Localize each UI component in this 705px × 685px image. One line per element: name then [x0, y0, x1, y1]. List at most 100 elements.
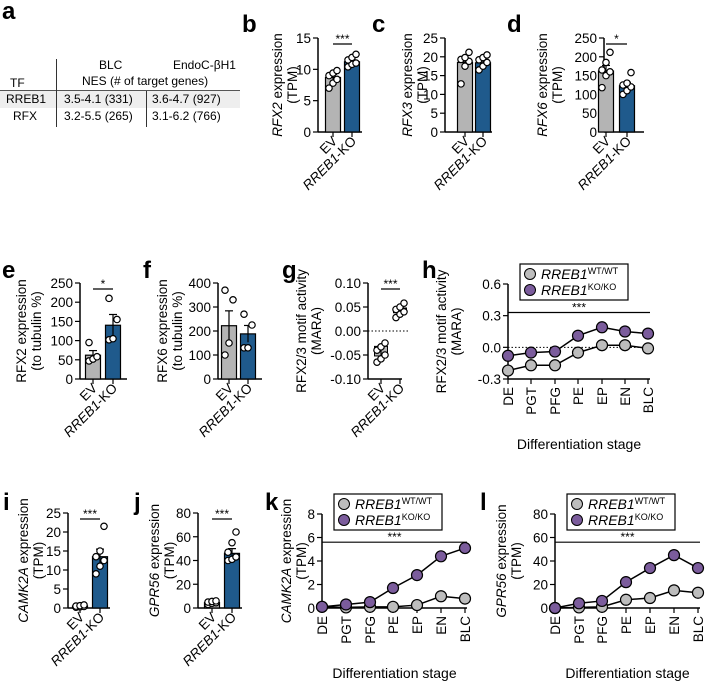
x-label-gene: RREB1 [61, 397, 103, 439]
y-tick-label: -0.3 [478, 372, 501, 387]
data-point [232, 528, 240, 536]
y-label-text: expression [494, 504, 509, 573]
legend-sup: WT/WT [588, 266, 619, 276]
panel-k: k 0 2 4 6 8 CAMK2A expression (TPM) DE PGT PFG PE EP… [265, 489, 473, 681]
data-point [627, 68, 635, 77]
legend-sup: KO/KO [588, 282, 617, 292]
data-point [623, 79, 631, 87]
y-tick-label: 60 [176, 530, 191, 545]
y-label-gene: CAMK2A [279, 568, 294, 624]
y-tick-label: 80 [533, 507, 548, 522]
series-point [595, 321, 609, 334]
bar-ev [597, 70, 615, 133]
legend-label: RREB1KO/KO [588, 512, 663, 528]
data-point [483, 51, 491, 59]
data-point [85, 338, 93, 347]
y-axis-label: RFX6 expression [155, 279, 170, 383]
panel-label-b: b [242, 11, 257, 38]
table-vline-1 [56, 59, 57, 127]
y-label-gene: RFX2 [270, 102, 285, 137]
data-point [224, 548, 232, 556]
table-vline-2 [146, 91, 147, 127]
series-point [458, 592, 472, 605]
y-axis-label: CAMK2A expression [16, 498, 31, 623]
legend-name: RREB1 [588, 512, 635, 528]
data-point [80, 601, 88, 609]
series-point [524, 346, 538, 359]
data-point [483, 58, 491, 67]
panel-f: f 0 100 200 300 400 RFX6 expression (to tubulin… [143, 257, 262, 440]
y-tick-label: 50 [582, 106, 597, 121]
y-tick-label: 25 [423, 31, 438, 46]
y-tick-label: 15 [296, 31, 311, 46]
data-point [232, 553, 240, 561]
x-tick-label: BLC [641, 387, 656, 414]
y-tick-label: 15 [46, 544, 61, 559]
y-label-gene: RFX3 [400, 102, 415, 137]
series-point [571, 346, 585, 359]
legend-marker [338, 498, 350, 510]
header-tf: TF [10, 76, 25, 90]
y-tick-label: 150 [50, 314, 73, 329]
series-point [548, 359, 562, 372]
series-point [524, 359, 538, 372]
panel-label-h: h [422, 257, 437, 284]
series-point [643, 561, 657, 575]
y-tick-label: 80 [176, 506, 191, 521]
y-axis-label: RFX2/3 motif activity [434, 269, 449, 393]
y-tick-label: 6 [307, 531, 315, 546]
y-label-text: expression [270, 33, 285, 102]
cell-tf: RREB1 [6, 92, 47, 106]
bar-rreb1-ko [343, 61, 361, 133]
x-tick-label: EN [618, 387, 633, 406]
x-tick-label: EN [667, 616, 682, 635]
significance-label: * [101, 277, 106, 291]
series-point [339, 598, 353, 611]
x-label-gene: RREB1 [348, 397, 390, 439]
data-point [113, 315, 121, 324]
y-tick-label: 400 [188, 276, 211, 291]
y-axis-label-units: (TPM) [31, 542, 46, 580]
y-axis-label: RFX2 expression [270, 33, 285, 137]
y-tick-label: 0 [430, 125, 438, 140]
y-label-text: RFX2/3 motif activity [434, 269, 449, 393]
data-point [225, 339, 233, 347]
data-point [400, 299, 408, 307]
y-tick-label: 0.6 [482, 277, 501, 292]
series-point [595, 339, 609, 352]
legend-label: RREB1KO/KO [355, 512, 430, 528]
y-tick-label: -0.10 [330, 372, 361, 387]
legend-label: RREB1WT/WT [355, 496, 433, 512]
x-tick-label: EP [595, 387, 610, 405]
panel-label-c: c [372, 11, 385, 38]
header-endo: EndoC-βH1 [173, 58, 236, 72]
y-tick-label: 10 [423, 87, 438, 102]
series-point [691, 561, 705, 575]
y-tick-label: 0 [183, 601, 191, 616]
y-tick-label: 60 [533, 531, 548, 546]
y-tick-label: 200 [574, 50, 597, 65]
legend-label: RREB1WT/WT [588, 496, 666, 512]
panel-label-a: a [2, 0, 16, 25]
y-label-text: RFX2/3 motif activity [294, 269, 309, 393]
panel-label-k: k [265, 489, 279, 516]
data-point [93, 352, 101, 361]
significance-label: *** [83, 507, 97, 521]
panel-e: e 0 50 100 150 200 250 RFX2 expression (to tubul… [2, 257, 127, 440]
series-point [595, 594, 609, 608]
data-point [333, 66, 341, 75]
y-tick-label: 40 [176, 554, 191, 569]
data-point [100, 522, 108, 531]
significance-label: * [614, 32, 619, 46]
series-point [434, 590, 448, 603]
panel-label-f: f [143, 257, 152, 284]
legend-sup: KO/KO [635, 512, 664, 522]
panel-g: g -0.10 -0.05 0.00 0.05 0.10 RFX2/3 motif acti… [282, 257, 408, 440]
cell-endo: 3.6-4.7 (927) [152, 92, 221, 106]
series-point [315, 600, 329, 613]
y-axis-label: RFX2/3 motif activity [294, 269, 309, 393]
series-point [548, 601, 562, 615]
table-row: RREB1 3.5-4.1 (331) 3.6-4.7 (927) [0, 91, 240, 108]
y-label-gene: GPR56 [494, 573, 509, 618]
y-axis-label-units: (TPM) [162, 542, 177, 580]
